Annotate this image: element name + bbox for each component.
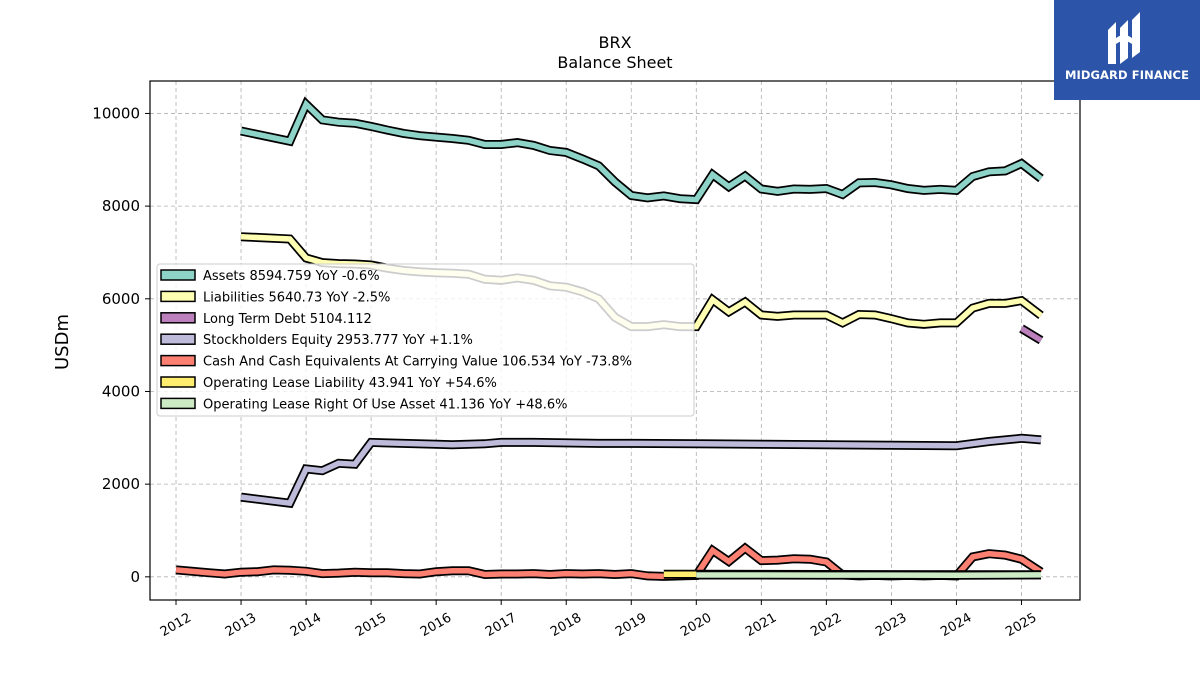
series-outline [240, 96, 1044, 205]
chart-title: BRX [598, 33, 631, 52]
x-tick-label: 2015 [353, 610, 389, 640]
brand-logo: MIDGARD FINANCE [1054, 0, 1200, 100]
x-tick-label: 2024 [938, 610, 974, 640]
legend-swatch [160, 354, 196, 367]
x-tick-label: 2018 [548, 610, 584, 640]
y-tick-label: 0 [130, 568, 140, 586]
series-line [240, 99, 1043, 203]
legend-label: Assets 8594.759 YoY -0.6% [203, 269, 380, 284]
y-tick-label: 2000 [102, 475, 140, 493]
x-tick-label: 2014 [288, 610, 324, 640]
legend-swatch [160, 376, 196, 388]
y-tick-label: 8000 [102, 197, 140, 215]
legend-label: Operating Lease Liability 43.941 YoY +54… [203, 376, 497, 391]
x-tick-label: 2020 [678, 610, 714, 640]
x-tick-label: 2013 [223, 610, 259, 640]
brand-name: MIDGARD FINANCE [1064, 68, 1190, 82]
series-line [240, 435, 1042, 507]
chart-subtitle: Balance Sheet [557, 53, 672, 72]
legend-label: Stockholders Equity 2953.777 YoY +1.1% [203, 333, 473, 348]
legend-label: Long Term Debt 5104.112 [203, 312, 372, 327]
legend-swatch [160, 397, 196, 410]
x-tick-label: 2023 [873, 610, 909, 640]
legend-label: Cash And Cash Equivalents At Carrying Va… [203, 355, 632, 370]
x-tick-label: 2021 [743, 610, 779, 640]
x-tick-label: 2017 [483, 610, 519, 640]
series-long-term-debt [1019, 324, 1044, 345]
series-stockholders-equity [240, 433, 1042, 509]
midgard-logo-icon [1108, 12, 1140, 64]
legend-swatch [160, 269, 196, 281]
legend-swatch [160, 333, 196, 345]
plot-frame [149, 80, 1081, 601]
legend-swatch [160, 312, 196, 324]
x-tick-label: 2019 [613, 610, 649, 640]
y-tick-label: 4000 [102, 382, 140, 400]
y-tick-label: 10000 [92, 104, 140, 122]
x-tick-label: 2025 [1003, 610, 1039, 640]
legend-label: Liabilities 5640.73 YoY -2.5% [203, 290, 390, 305]
legend-box [156, 263, 695, 417]
x-tick-label: 2016 [418, 610, 454, 640]
x-tick-label: 2022 [808, 610, 844, 640]
legend-label: Operating Lease Right Of Use Asset 41.13… [203, 397, 567, 412]
x-tick-label: 2012 [158, 610, 194, 640]
y-axis-label: USDm [52, 314, 73, 370]
series-line [1020, 326, 1043, 343]
series-assets [240, 96, 1044, 205]
legend-swatch [160, 290, 196, 303]
y-tick-label: 6000 [102, 290, 140, 308]
